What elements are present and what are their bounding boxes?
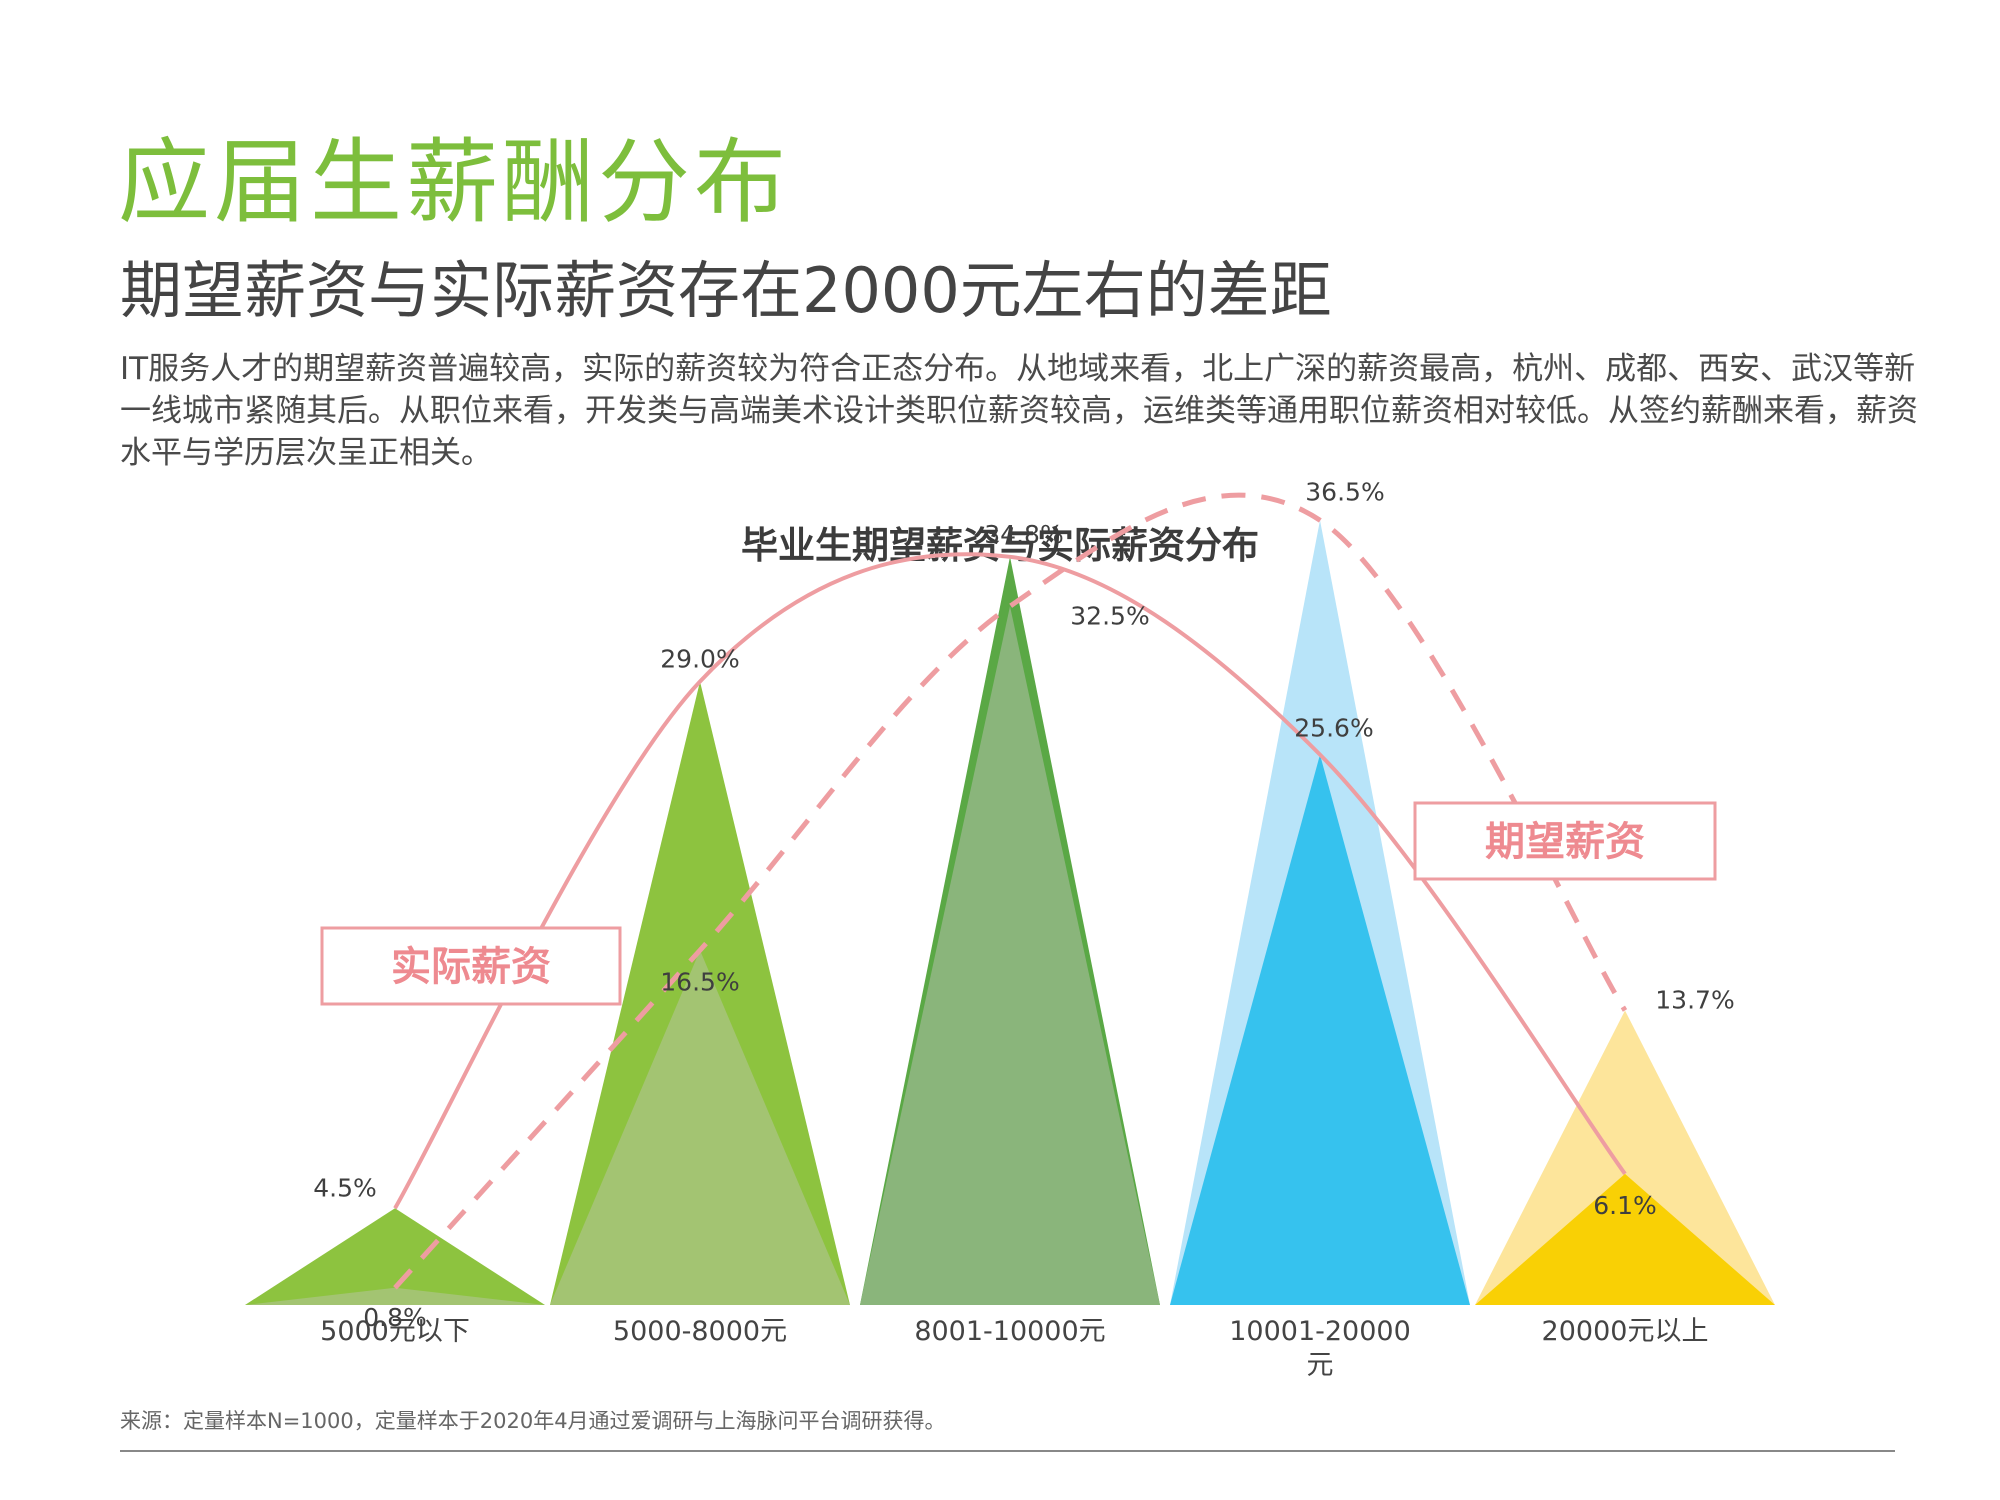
x-tick-label-5: 20000元以上: [1542, 1316, 1709, 1347]
expected-value-label-3: 32.5%: [1070, 601, 1149, 630]
page-subheading: 期望薪资与实际薪资存在2000元左右的差距: [120, 254, 1332, 327]
expected-value-label-2: 16.5%: [660, 967, 739, 996]
actual-triangle-1: [245, 1208, 545, 1305]
body-paragraph: IT服务人才的期望薪资普遍较高，实际的薪资较为符合正态分布。从地域来看，北上广深…: [120, 351, 1918, 471]
svg-text:实际薪资: 实际薪资: [391, 944, 551, 990]
x-tick-label-4: 10001-20000 元: [1229, 1316, 1411, 1381]
actual-value-label-5: 6.1%: [1593, 1191, 1657, 1220]
expected-salary-curve: [393, 492, 1628, 1290]
actual-value-label-1: 4.5%: [313, 1173, 377, 1202]
x-tick-label-3: 8001-10000元: [914, 1316, 1105, 1347]
actual-salary-callout: 实际薪资: [320, 926, 622, 1006]
expected-triangle-1: [245, 1287, 545, 1305]
footer-divider: [120, 1450, 1895, 1452]
actual-value-label-2: 29.0%: [660, 645, 739, 674]
expected-value-label-4: 36.5%: [1305, 477, 1384, 506]
chart-title: 毕业生期望薪资与实际薪资分布: [741, 524, 1259, 567]
actual-value-label-3: 34.8%: [984, 520, 1063, 549]
expected-value-label-5: 13.7%: [1655, 985, 1734, 1014]
expected-triangle-5: [1475, 1010, 1775, 1305]
actual-triangle-4: [1170, 754, 1470, 1305]
svg-text:期望薪资: 期望薪资: [1485, 819, 1645, 865]
expected-triangle-3: [860, 606, 1160, 1305]
actual-value-label-4: 25.6%: [1294, 714, 1373, 743]
actual-triangle-5: [1475, 1173, 1775, 1305]
source-note: 来源：定量样本N=1000，定量样本于2020年4月通过爱调研与上海脉问平台调研…: [120, 1409, 946, 1433]
x-tick-label-2: 5000-8000元: [613, 1316, 787, 1347]
expected-triangle-2: [550, 950, 850, 1305]
expected-salary-callout: 期望薪资: [1413, 801, 1717, 881]
actual-salary-curve: [393, 552, 1627, 1210]
expected-value-label-1: 0.8%: [363, 1303, 427, 1332]
x-tick-label-1: 5000元以下: [320, 1316, 470, 1347]
page-heading: 应届生薪酬分布: [118, 129, 791, 236]
